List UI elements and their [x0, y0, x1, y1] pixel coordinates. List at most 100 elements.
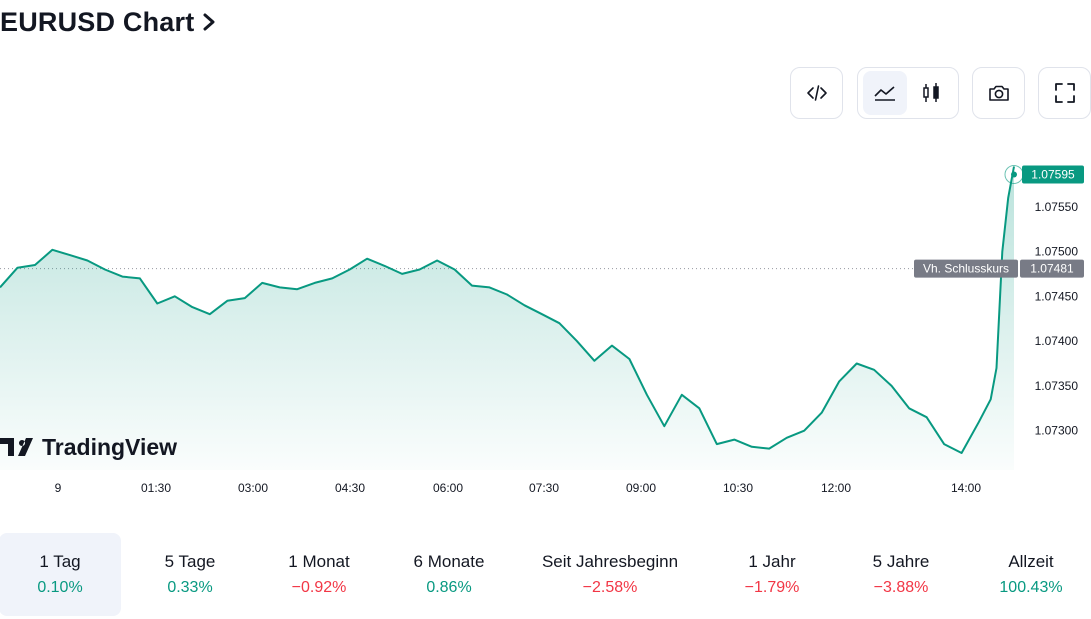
x-tick-label: 01:30 — [141, 481, 171, 495]
x-tick-label: 06:00 — [433, 481, 463, 495]
last-price-marker: 1.07595 — [1004, 165, 1084, 184]
chevron-right-icon — [203, 13, 215, 31]
period-tab[interactable]: 1 Jahr −1.79% — [711, 533, 833, 616]
data-point — [524, 304, 526, 306]
data-point — [191, 306, 193, 308]
period-change: 0.10% — [37, 579, 83, 596]
data-point — [366, 258, 368, 260]
x-tick-label: 9 — [55, 481, 62, 495]
data-point — [698, 407, 700, 409]
snapshot-button[interactable] — [977, 71, 1021, 115]
period-label: 1 Tag — [39, 552, 81, 571]
embed-code-icon — [806, 85, 827, 101]
previous-close-value: 1.07481 — [1030, 262, 1074, 276]
data-point — [261, 282, 263, 284]
page-title: EURUSD Chart — [0, 6, 195, 37]
period-change: −1.79% — [744, 579, 800, 596]
camera-icon — [988, 85, 1009, 101]
data-point — [34, 264, 36, 266]
data-point — [821, 412, 823, 414]
period-tab[interactable]: 1 Tag 0.10% — [0, 533, 121, 616]
period-label: Seit Jahresbeginn — [541, 552, 679, 571]
previous-close-title: Vh. Schlusskurs — [923, 262, 1009, 276]
period-tab[interactable]: 6 Monate 0.86% — [388, 533, 510, 616]
last-price-label: 1.07595 — [1031, 168, 1075, 182]
x-tick-label: 14:00 — [951, 481, 981, 495]
data-point — [891, 385, 893, 387]
data-point — [786, 437, 788, 439]
data-point — [611, 345, 613, 347]
x-tick-label: 03:00 — [238, 481, 268, 495]
period-label: 5 Jahre — [872, 552, 930, 571]
fullscreen-button[interactable] — [1043, 71, 1087, 115]
data-point — [121, 276, 123, 278]
period-change: 0.33% — [167, 579, 213, 596]
data-point — [990, 398, 992, 400]
y-tick-label: 1.07500 — [1035, 245, 1079, 259]
data-point — [541, 313, 543, 315]
y-tick-label: 1.07450 — [1035, 289, 1079, 303]
toolbar-group-snapshot — [972, 67, 1025, 119]
data-point — [209, 313, 211, 315]
data-point — [139, 277, 141, 279]
data-point — [961, 452, 963, 454]
period-tab[interactable]: 1 Monat −0.92% — [258, 533, 380, 616]
price-area — [0, 166, 1014, 470]
data-point — [384, 265, 386, 267]
fullscreen-icon — [1054, 83, 1075, 103]
period-tab[interactable]: 5 Tage 0.33% — [129, 533, 251, 616]
data-point — [646, 394, 648, 396]
x-tick-label: 07:30 — [529, 481, 559, 495]
area-style-button[interactable] — [863, 71, 907, 115]
data-point — [716, 443, 718, 445]
data-point — [996, 367, 998, 369]
data-point — [1007, 197, 1009, 199]
data-point — [628, 358, 630, 360]
data-point — [86, 260, 88, 262]
data-point — [506, 294, 508, 296]
data-point — [978, 421, 980, 423]
period-tab[interactable]: Allzeit 100.43% — [970, 533, 1091, 616]
symbol-title-link[interactable]: EURUSD Chart — [0, 2, 216, 42]
y-tick-label: 1.07550 — [1035, 200, 1079, 214]
period-label: 5 Tage — [164, 552, 216, 571]
period-change: 0.86% — [426, 579, 472, 596]
data-point — [401, 273, 403, 275]
data-point — [51, 249, 53, 251]
data-point — [226, 300, 228, 302]
data-point — [296, 288, 298, 290]
data-point — [69, 254, 71, 256]
data-point — [663, 425, 665, 427]
data-point — [768, 448, 770, 450]
tradingview-logo-icon — [0, 438, 33, 456]
price-chart[interactable]: 1.07550 1.07500 1.07450 1.07400 1.07350 1.073… — [0, 130, 1091, 500]
x-tick-label: 04:30 — [335, 481, 365, 495]
data-point — [244, 297, 246, 299]
data-point — [558, 322, 560, 324]
data-point — [436, 260, 438, 262]
period-label: 1 Jahr — [748, 552, 796, 571]
data-point — [1001, 251, 1003, 253]
candles-style-button[interactable] — [909, 71, 953, 115]
data-point — [838, 380, 840, 382]
data-point — [803, 430, 805, 432]
previous-close-label: Vh. Schlusskurs 1.07481 — [914, 259, 1084, 278]
y-tick-label: 1.07350 — [1035, 379, 1079, 393]
period-tab[interactable]: 5 Jahre −3.88% — [840, 533, 962, 616]
data-point — [751, 446, 753, 448]
tradingview-logo-text: TradingView — [42, 434, 177, 460]
data-point — [174, 295, 176, 297]
toolbar-group-chart-style — [857, 67, 959, 119]
data-point — [471, 285, 473, 287]
embed-button[interactable] — [795, 71, 839, 115]
period-tab[interactable]: Seit Jahresbeginn −2.58% — [542, 533, 678, 616]
data-point — [419, 269, 421, 271]
data-point — [593, 360, 595, 362]
tradingview-logo: TradingView — [0, 434, 177, 460]
x-tick-label: 09:00 — [626, 481, 656, 495]
data-point — [104, 269, 106, 271]
data-point — [17, 267, 19, 269]
data-point — [926, 416, 928, 418]
area-chart-icon — [874, 86, 895, 101]
period-change: −3.88% — [873, 579, 929, 596]
